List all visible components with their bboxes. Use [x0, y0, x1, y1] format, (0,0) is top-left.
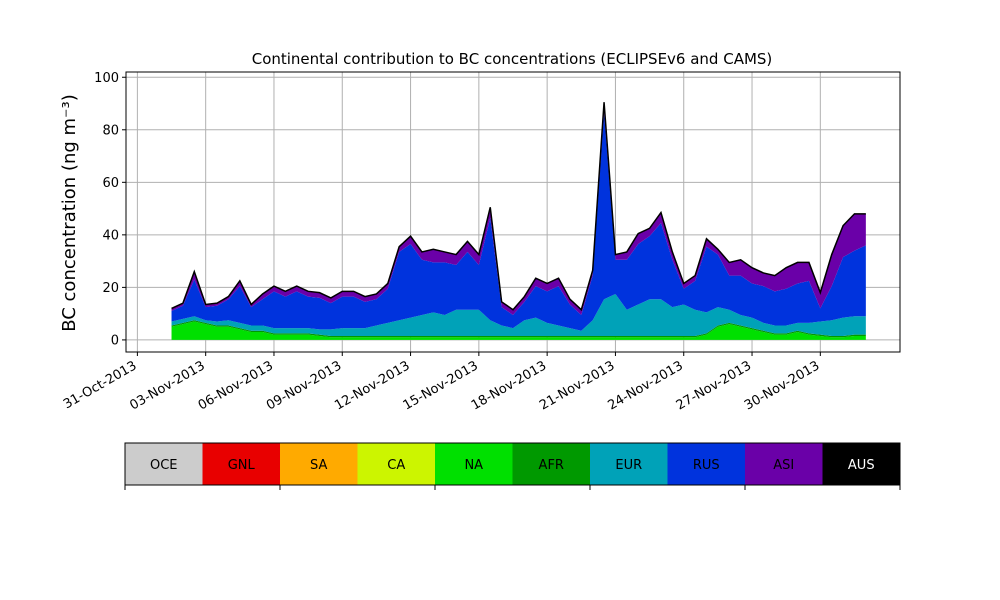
y-tick-label: 80	[102, 123, 119, 138]
legend-swatch-asi	[745, 443, 823, 485]
legend-swatch-gnl	[202, 443, 280, 485]
y-tick-label: 100	[94, 71, 119, 86]
x-tick-label: 24-Nov-2013	[605, 358, 685, 413]
chart-title: Continental contribution to BC concentra…	[252, 50, 773, 68]
legend-label-rus: RUS	[693, 458, 720, 473]
legend-label-ca: CA	[387, 458, 405, 473]
total-concentration-line	[171, 102, 866, 312]
legend-label-gnl: GNL	[228, 458, 256, 473]
x-tick-label: 15-Nov-2013	[401, 358, 481, 413]
y-axis-label: BC concentration (ng m⁻³)	[59, 94, 80, 332]
legend-label-na: NA	[464, 458, 483, 473]
area-asi	[171, 102, 866, 315]
legend-swatch-afr	[512, 443, 590, 485]
legend-label-oce: OCE	[150, 458, 178, 473]
x-tick-label: 18-Nov-2013	[469, 358, 549, 413]
plot-frame	[125, 71, 901, 353]
x-tick-label: 12-Nov-2013	[332, 358, 412, 413]
y-axis-ticks: 0 20 40 60 80 100	[94, 71, 126, 348]
legend-swatch-na	[435, 443, 513, 485]
legend-swatch-sa	[280, 443, 358, 485]
legend-label-asi: ASI	[773, 458, 794, 473]
legend-swatch-rus	[667, 443, 745, 485]
legend-label-eur: EUR	[615, 458, 642, 473]
legend-swatch-oce	[125, 443, 203, 485]
legend-label-afr: AFR	[539, 458, 564, 473]
area-rus	[171, 112, 866, 331]
area-eur	[171, 293, 866, 336]
x-tick-label: 06-Nov-2013	[196, 358, 276, 413]
legend-swatch-eur	[590, 443, 668, 485]
legend-swatch-ca	[357, 443, 435, 485]
y-tick-label: 60	[102, 176, 119, 191]
x-tick-label: 03-Nov-2013	[127, 358, 207, 413]
legend-swatch-aus	[822, 443, 900, 485]
x-axis-ticks: 31-Oct-201303-Nov-201306-Nov-201309-Nov-…	[61, 352, 822, 413]
legend-label-aus: AUS	[848, 458, 875, 473]
x-tick-label: 30-Nov-2013	[742, 358, 822, 413]
x-tick-label: 27-Nov-2013	[674, 358, 754, 413]
area-na	[171, 321, 866, 340]
legend: OCE GNL SA CA NA AFR EUR RUS ASI AUS	[124, 442, 901, 490]
stacked-areas	[171, 102, 866, 340]
x-tick-label: 09-Nov-2013	[264, 358, 344, 413]
y-tick-label: 40	[102, 228, 119, 243]
y-tick-label: 20	[102, 281, 119, 296]
y-tick-label: 0	[111, 333, 119, 348]
x-tick-label: 21-Nov-2013	[537, 358, 617, 413]
total-line	[171, 102, 866, 312]
x-tick-label: 31-Oct-2013	[61, 358, 139, 412]
legend-label-sa: SA	[310, 458, 327, 473]
legend-frame	[124, 442, 901, 486]
